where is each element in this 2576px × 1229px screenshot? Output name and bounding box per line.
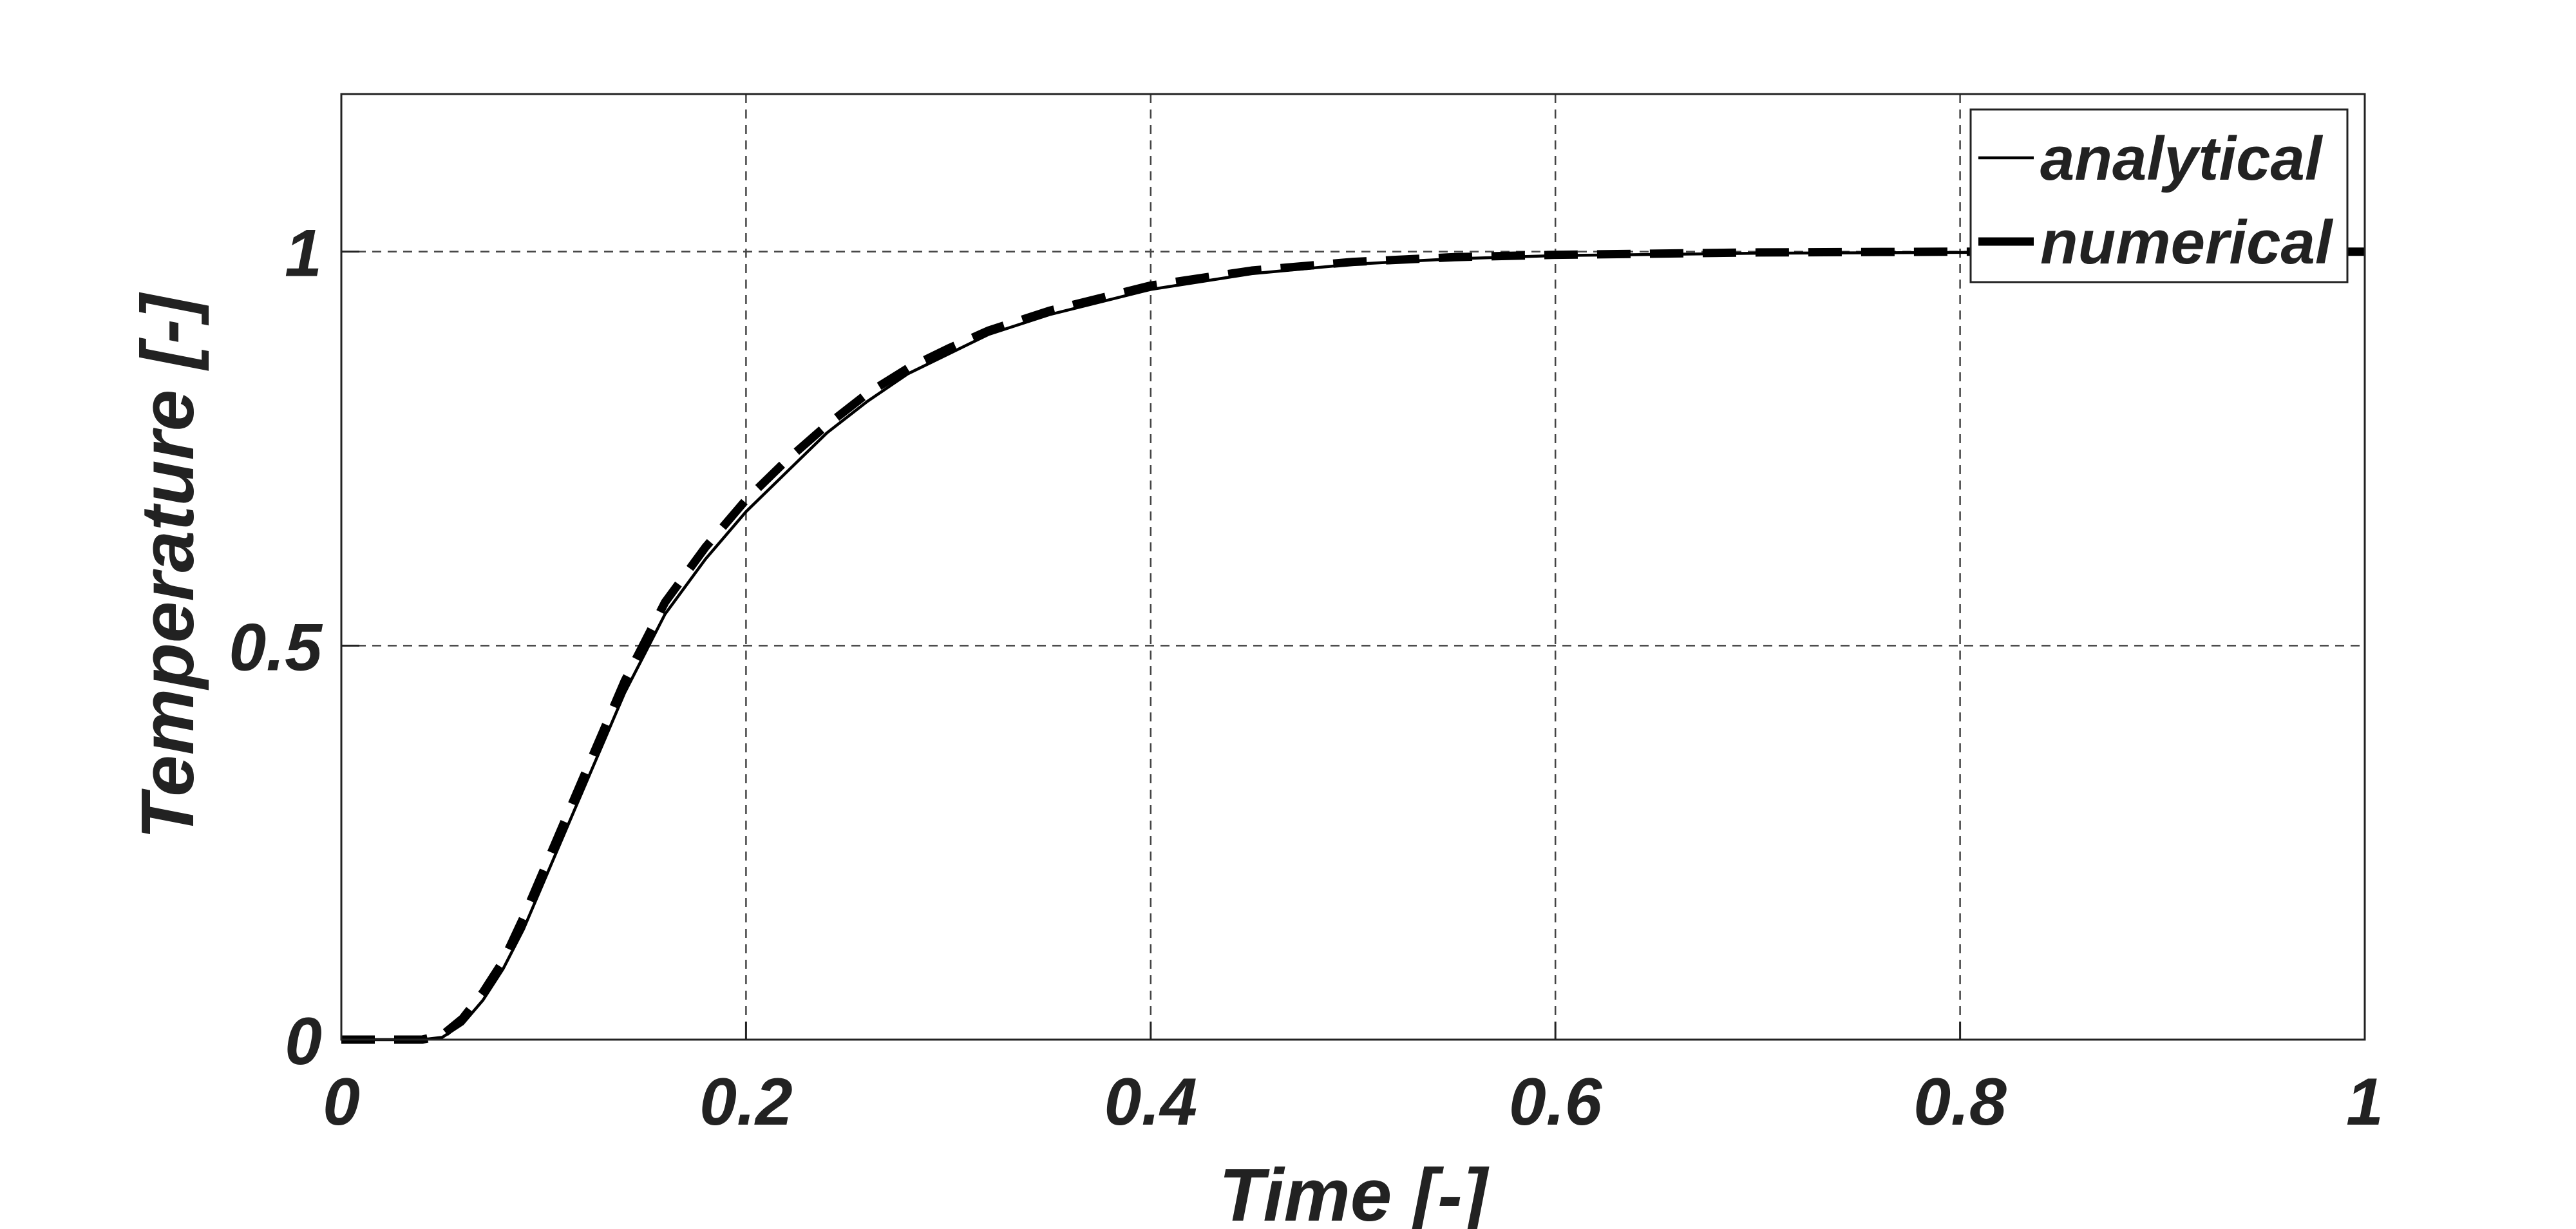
legend-entry-analytical: analytical: [2040, 124, 2324, 193]
series-line-numerical: [341, 247, 2365, 1044]
legend: analytical numerical: [1969, 108, 2349, 283]
y-tick-label: 0: [285, 1004, 322, 1079]
y-tick-label: 1: [285, 216, 322, 291]
legend-entry-numerical: numerical: [2040, 208, 2334, 277]
y-tick-label: 0.5: [229, 610, 323, 685]
x-tick-label: 0.8: [1913, 1065, 2007, 1139]
x-tick-label: 0.2: [699, 1065, 793, 1139]
legend-box: [1969, 108, 2349, 283]
series-line-analytical: [341, 250, 2365, 1042]
x-tick-label: 0.6: [1509, 1065, 1603, 1139]
x-axis-ticks: 0 0.2 0.4 0.6 0.8 1: [323, 1022, 2383, 1139]
x-tick-label: 0: [323, 1065, 360, 1139]
plot-frame: [340, 93, 2366, 1041]
x-tick-label: 1: [2346, 1065, 2383, 1139]
data-series: [341, 247, 2365, 1044]
y-axis-label: Temperature [-]: [126, 292, 209, 839]
x-tick-label: 0.4: [1104, 1065, 1198, 1139]
x-axis-label: Time [-]: [1219, 1153, 1490, 1229]
y-axis-ticks: 00.51: [229, 216, 359, 1079]
